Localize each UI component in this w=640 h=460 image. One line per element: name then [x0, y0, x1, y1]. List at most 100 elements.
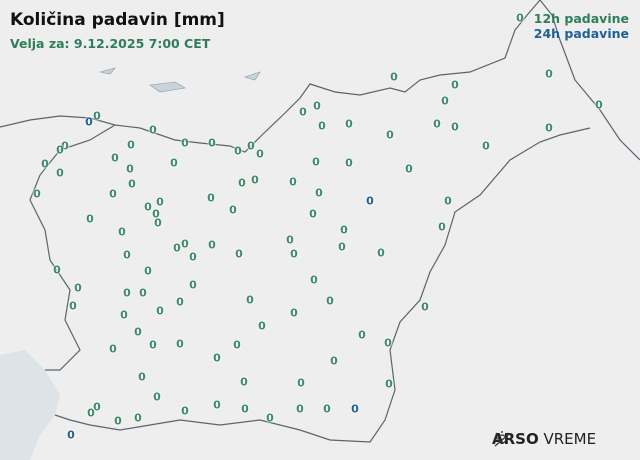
station-value-12h: 0: [61, 139, 69, 153]
station-value-12h: 0: [405, 162, 413, 176]
station-value-24h: 0: [351, 402, 359, 416]
station-value-12h: 0: [330, 354, 338, 368]
station-value-12h: 0: [139, 286, 147, 300]
station-value-12h: 0: [545, 121, 553, 135]
station-value-12h: 0: [213, 351, 221, 365]
station-value-12h: 0: [208, 238, 216, 252]
station-value-12h: 0: [247, 139, 255, 153]
sea: [0, 350, 60, 460]
station-value-12h: 0: [109, 187, 117, 201]
station-value-12h: 0: [595, 98, 603, 112]
station-value-12h: 0: [340, 223, 348, 237]
logo-brand: ARSO: [492, 430, 539, 448]
station-value-12h: 0: [266, 411, 274, 425]
station-value-24h: 0: [67, 428, 75, 442]
station-value-12h: 0: [289, 175, 297, 189]
station-value-12h: 0: [127, 138, 135, 152]
station-value-12h: 0: [53, 263, 61, 277]
station-value-12h: 0: [451, 120, 459, 134]
station-value-12h: 0: [238, 176, 246, 190]
station-value-12h: 0: [176, 295, 184, 309]
station-value-12h: 0: [123, 286, 131, 300]
station-value-24h: 0: [85, 115, 93, 129]
station-value-12h: 0: [251, 173, 259, 187]
station-value-12h: 0: [111, 151, 119, 165]
map-title: Količina padavin [mm]: [10, 10, 225, 30]
station-value-12h: 0: [189, 250, 197, 264]
station-value-12h: 0: [390, 70, 398, 84]
legend: 12h padavine 24h padavine: [534, 11, 629, 41]
station-value-12h: 0: [338, 240, 346, 254]
station-value-12h: 0: [240, 375, 248, 389]
station-value-12h: 0: [156, 304, 164, 318]
station-value-12h: 0: [345, 156, 353, 170]
station-value-12h: 0: [296, 402, 304, 416]
station-value-12h: 0: [323, 402, 331, 416]
station-value-12h: 0: [41, 157, 49, 171]
station-value-12h: 0: [256, 147, 264, 161]
station-value-12h: 0: [128, 177, 136, 191]
station-value-12h: 0: [144, 200, 152, 214]
sun-cloud-icon: [494, 431, 510, 447]
station-value-12h: 0: [358, 328, 366, 342]
station-value-12h: 0: [386, 128, 394, 142]
station-value-12h: 0: [144, 264, 152, 278]
station-value-12h: 0: [56, 166, 64, 180]
station-value-12h: 0: [229, 203, 237, 217]
station-value-12h: 0: [377, 246, 385, 260]
station-value-12h: 0: [299, 105, 307, 119]
station-value-12h: 0: [93, 109, 101, 123]
station-value-12h: 0: [208, 136, 216, 150]
station-value-12h: 0: [149, 338, 157, 352]
station-value-12h: 0: [93, 400, 101, 414]
country-border-west: [29, 124, 116, 371]
station-value-12h: 0: [246, 293, 254, 307]
station-value-12h: 0: [297, 376, 305, 390]
station-value-12h: 0: [233, 338, 241, 352]
station-value-12h: 0: [170, 156, 178, 170]
station-value-12h: 0: [241, 402, 249, 416]
station-value-12h: 0: [326, 294, 334, 308]
station-value-12h: 0: [173, 241, 181, 255]
station-value-12h: 0: [421, 300, 429, 314]
station-value-12h: 0: [384, 336, 392, 350]
station-value-12h: 0: [123, 248, 131, 262]
station-value-12h: 0: [87, 406, 95, 420]
station-value-12h: 0: [181, 237, 189, 251]
station-value-12h: 0: [118, 225, 126, 239]
station-value-12h: 0: [56, 143, 64, 157]
station-value-12h: 0: [134, 411, 142, 425]
station-value-12h: 0: [109, 342, 117, 356]
station-value-12h: 0: [444, 194, 452, 208]
station-value-12h: 0: [312, 155, 320, 169]
station-value-12h: 0: [315, 186, 323, 200]
station-value-12h: 0: [313, 99, 321, 113]
station-value-12h: 0: [234, 144, 242, 158]
station-value-24h: 0: [366, 194, 374, 208]
station-value-12h: 0: [69, 299, 77, 313]
station-value-12h: 0: [33, 187, 41, 201]
lake: [99, 67, 261, 93]
station-value-12h: 0: [235, 247, 243, 261]
station-value-12h: 0: [290, 247, 298, 261]
country-border-east: [539, 0, 640, 161]
station-value-12h: 0: [120, 308, 128, 322]
station-value-12h: 0: [152, 207, 160, 221]
station-value-12h: 0: [176, 337, 184, 351]
station-value-12h: 0: [385, 377, 393, 391]
station-value-12h: 0: [213, 398, 221, 412]
legend-12h: 12h padavine: [533, 11, 629, 26]
arso-logo: ARSO VREME: [492, 430, 596, 448]
legend-24h: 24h padavine: [533, 26, 629, 41]
station-value-12h: 0: [310, 273, 318, 287]
station-value-12h: 0: [441, 94, 449, 108]
station-value-12h: 0: [438, 220, 446, 234]
station-value-12h: 0: [149, 123, 157, 137]
station-value-12h: 0: [290, 306, 298, 320]
station-value-12h: 0: [134, 325, 142, 339]
logo-product: VREME: [543, 430, 597, 448]
station-value-12h: 0: [516, 11, 524, 25]
station-value-12h: 0: [545, 67, 553, 81]
